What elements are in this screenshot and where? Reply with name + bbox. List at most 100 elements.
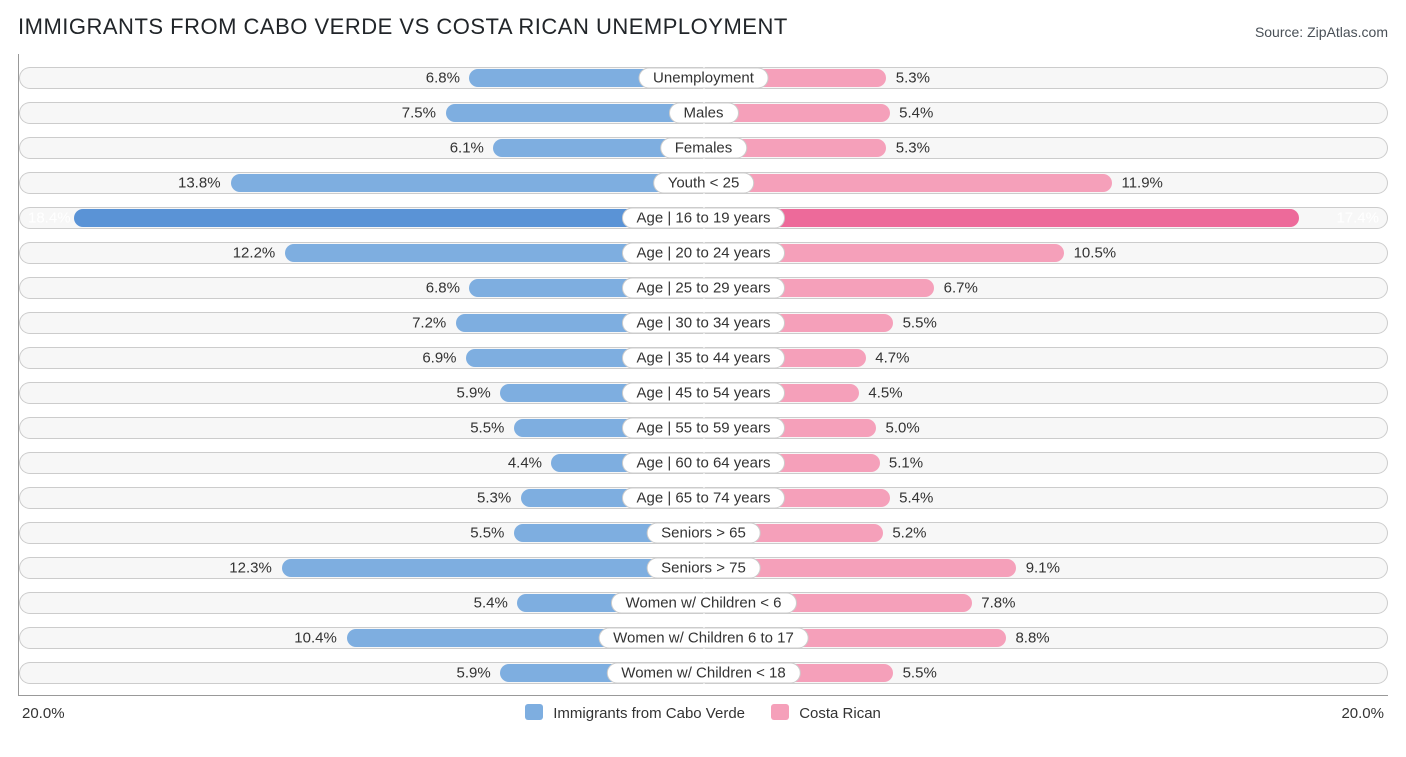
value-right: 5.5% bbox=[903, 315, 937, 332]
value-left: 5.4% bbox=[474, 595, 508, 612]
value-left: 6.8% bbox=[426, 70, 460, 87]
track-right: 5.3% bbox=[705, 67, 1389, 89]
bar-left bbox=[74, 209, 702, 227]
category-label: Age | 35 to 44 years bbox=[622, 348, 786, 369]
value-right: 5.1% bbox=[889, 455, 923, 472]
legend-swatch-right bbox=[771, 704, 789, 720]
value-left: 13.8% bbox=[178, 175, 221, 192]
butterfly-chart: 6.8%5.3%Unemployment7.5%5.4%Males6.1%5.3… bbox=[18, 54, 1388, 696]
track-left: 6.8% bbox=[19, 67, 703, 89]
chart-row: 6.1%5.3%Females bbox=[19, 131, 1388, 165]
chart-row: 5.9% 5.5% Women w/ Children < 18 bbox=[19, 656, 1388, 690]
value-left: 5.5% bbox=[470, 420, 504, 437]
track-right: 5.3% bbox=[705, 137, 1389, 159]
track-left: 13.8% bbox=[19, 172, 703, 194]
chart-row: 6.8%6.7%Age | 25 to 29 years bbox=[19, 271, 1388, 305]
chart-row: 7.5% 5.4% Males bbox=[19, 96, 1388, 130]
value-right: 10.5% bbox=[1074, 245, 1117, 262]
value-right: 5.3% bbox=[896, 140, 930, 157]
bar-left bbox=[282, 559, 702, 577]
chart-row: 5.3% 5.4% Age | 65 to 74 years bbox=[19, 481, 1388, 515]
category-label: Women w/ Children 6 to 17 bbox=[598, 628, 809, 649]
track-right: 5.2% bbox=[705, 522, 1389, 544]
chart-row: 6.8%5.3%Unemployment bbox=[19, 61, 1388, 95]
track-right: 17.4% bbox=[705, 207, 1389, 229]
value-left: 5.3% bbox=[477, 490, 511, 507]
category-label: Seniors > 65 bbox=[646, 523, 761, 544]
value-left: 6.1% bbox=[450, 140, 484, 157]
category-label: Youth < 25 bbox=[653, 173, 755, 194]
track-right: 11.9% bbox=[705, 172, 1389, 194]
legend-item-left: Immigrants from Cabo Verde bbox=[525, 704, 745, 722]
chart-row: 10.4% 8.8% Women w/ Children 6 to 17 bbox=[19, 621, 1388, 655]
track-left: 5.5% bbox=[19, 522, 703, 544]
track-right: 4.5% bbox=[705, 382, 1389, 404]
track-left: 12.3% bbox=[19, 557, 703, 579]
value-left: 10.4% bbox=[294, 630, 337, 647]
value-right: 9.1% bbox=[1026, 560, 1060, 577]
track-left: 6.8% bbox=[19, 277, 703, 299]
chart-row: 5.4% 7.8% Women w/ Children < 6 bbox=[19, 586, 1388, 620]
bar-right bbox=[706, 174, 1112, 192]
track-right: 4.7% bbox=[705, 347, 1389, 369]
legend-item-right: Costa Rican bbox=[771, 704, 881, 722]
category-label: Males bbox=[668, 103, 738, 124]
value-right: 4.5% bbox=[868, 385, 902, 402]
value-right: 5.4% bbox=[899, 490, 933, 507]
track-left: 5.3% bbox=[19, 487, 703, 509]
track-left: 5.9% bbox=[19, 662, 703, 684]
legend-label-left: Immigrants from Cabo Verde bbox=[553, 705, 745, 722]
value-right: 5.4% bbox=[899, 105, 933, 122]
value-right: 5.3% bbox=[896, 70, 930, 87]
track-left: 5.9% bbox=[19, 382, 703, 404]
chart-row: 13.8% 11.9% Youth < 25 bbox=[19, 166, 1388, 200]
track-left: 5.4% bbox=[19, 592, 703, 614]
chart-row: 5.5%5.0%Age | 55 to 59 years bbox=[19, 411, 1388, 445]
value-left: 7.5% bbox=[402, 105, 436, 122]
bar-right bbox=[706, 209, 1300, 227]
track-right: 7.8% bbox=[705, 592, 1389, 614]
value-left: 4.4% bbox=[508, 455, 542, 472]
value-right: 5.5% bbox=[903, 665, 937, 682]
value-right: 5.2% bbox=[892, 525, 926, 542]
chart-source: Source: ZipAtlas.com bbox=[1255, 24, 1388, 40]
track-left: 7.5% bbox=[19, 102, 703, 124]
value-left: 12.2% bbox=[233, 245, 276, 262]
chart-row: 12.3% 9.1% Seniors > 75 bbox=[19, 551, 1388, 585]
track-right: 5.4% bbox=[705, 102, 1389, 124]
value-left: 5.9% bbox=[457, 665, 491, 682]
chart-row: 5.5% 5.2% Seniors > 65 bbox=[19, 516, 1388, 550]
value-left: 5.9% bbox=[457, 385, 491, 402]
track-right: 5.5% bbox=[705, 312, 1389, 334]
category-label: Age | 20 to 24 years bbox=[622, 243, 786, 264]
value-right: 11.9% bbox=[1121, 175, 1162, 192]
category-label: Age | 55 to 59 years bbox=[622, 418, 786, 439]
chart-row: 5.9% 4.5% Age | 45 to 54 years bbox=[19, 376, 1388, 410]
value-left: 5.5% bbox=[470, 525, 504, 542]
category-label: Women w/ Children < 6 bbox=[610, 593, 796, 614]
bar-left bbox=[231, 174, 702, 192]
track-right: 10.5% bbox=[705, 242, 1389, 264]
track-right: 9.1% bbox=[705, 557, 1389, 579]
chart-row: 4.4%5.1%Age | 60 to 64 years bbox=[19, 446, 1388, 480]
chart-row: 12.2% 10.5% Age | 20 to 24 years bbox=[19, 236, 1388, 270]
track-left: 12.2% bbox=[19, 242, 703, 264]
category-label: Seniors > 75 bbox=[646, 558, 761, 579]
value-right: 7.8% bbox=[981, 595, 1015, 612]
axis-legend-row: 20.0% Immigrants from Cabo Verde Costa R… bbox=[18, 696, 1388, 722]
track-left: 6.9% bbox=[19, 347, 703, 369]
track-right: 6.7% bbox=[705, 277, 1389, 299]
value-left: 7.2% bbox=[412, 315, 446, 332]
track-left: 6.1% bbox=[19, 137, 703, 159]
legend: Immigrants from Cabo Verde Costa Rican bbox=[525, 704, 881, 722]
category-label: Women w/ Children < 18 bbox=[606, 663, 800, 684]
category-label: Age | 25 to 29 years bbox=[622, 278, 786, 299]
track-right: 5.5% bbox=[705, 662, 1389, 684]
value-right: 8.8% bbox=[1015, 630, 1049, 647]
value-right: 4.7% bbox=[875, 350, 909, 367]
category-label: Age | 30 to 34 years bbox=[622, 313, 786, 334]
value-left: 12.3% bbox=[229, 560, 272, 577]
track-left: 7.2% bbox=[19, 312, 703, 334]
category-label: Age | 45 to 54 years bbox=[622, 383, 786, 404]
category-label: Age | 65 to 74 years bbox=[622, 488, 786, 509]
